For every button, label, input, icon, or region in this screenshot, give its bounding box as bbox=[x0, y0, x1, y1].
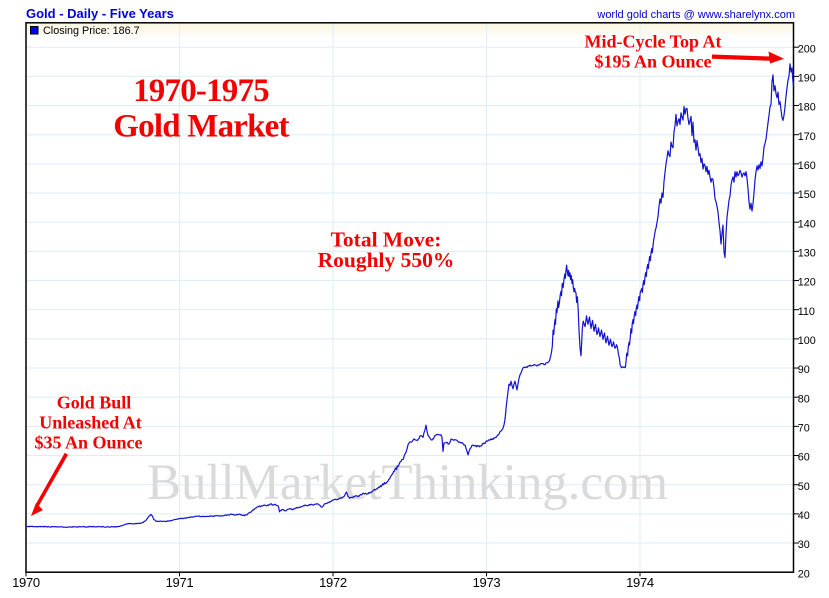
svg-text:Total Move:: Total Move: bbox=[331, 228, 442, 252]
svg-text:20: 20 bbox=[798, 568, 810, 580]
svg-text:$35 An Ounce: $35 An Ounce bbox=[34, 433, 142, 453]
svg-text:Gold Market: Gold Market bbox=[113, 109, 289, 145]
svg-text:200: 200 bbox=[798, 43, 816, 55]
svg-text:world gold charts @ www.sharel: world gold charts @ www.sharelynx.com bbox=[596, 9, 795, 21]
svg-text:60: 60 bbox=[798, 452, 810, 464]
svg-text:160: 160 bbox=[798, 160, 816, 172]
svg-text:140: 140 bbox=[798, 218, 816, 230]
svg-text:90: 90 bbox=[798, 364, 810, 376]
svg-text:Closing Price: 186.7: Closing Price: 186.7 bbox=[43, 25, 140, 37]
svg-text:1973: 1973 bbox=[473, 575, 501, 590]
svg-text:150: 150 bbox=[798, 189, 816, 201]
svg-text:Unleashed At: Unleashed At bbox=[39, 413, 142, 433]
svg-text:50: 50 bbox=[798, 481, 810, 493]
svg-text:1970-1975: 1970-1975 bbox=[133, 73, 269, 109]
svg-text:1970: 1970 bbox=[12, 575, 40, 590]
svg-text:1972: 1972 bbox=[319, 575, 347, 590]
svg-text:Mid-Cycle Top At: Mid-Cycle Top At bbox=[584, 32, 721, 52]
svg-text:BullMarketThinking.com: BullMarketThinking.com bbox=[147, 455, 668, 511]
svg-text:170: 170 bbox=[798, 131, 816, 143]
svg-text:Gold - Daily - Five Years: Gold - Daily - Five Years bbox=[26, 6, 174, 21]
svg-text:120: 120 bbox=[798, 277, 816, 289]
svg-text:80: 80 bbox=[798, 393, 810, 405]
svg-text:$195 An Ounce: $195 An Ounce bbox=[594, 52, 711, 72]
svg-text:1971: 1971 bbox=[166, 575, 194, 590]
svg-text:180: 180 bbox=[798, 102, 816, 114]
svg-text:Roughly 550%: Roughly 550% bbox=[318, 248, 455, 272]
svg-text:Gold Bull: Gold Bull bbox=[57, 393, 132, 413]
svg-text:40: 40 bbox=[798, 510, 810, 522]
svg-text:190: 190 bbox=[798, 72, 816, 84]
svg-text:110: 110 bbox=[798, 306, 815, 318]
svg-text:30: 30 bbox=[798, 539, 810, 551]
svg-text:100: 100 bbox=[798, 335, 816, 347]
svg-text:130: 130 bbox=[798, 247, 816, 259]
svg-text:1974: 1974 bbox=[626, 575, 654, 590]
svg-text:70: 70 bbox=[798, 422, 810, 434]
